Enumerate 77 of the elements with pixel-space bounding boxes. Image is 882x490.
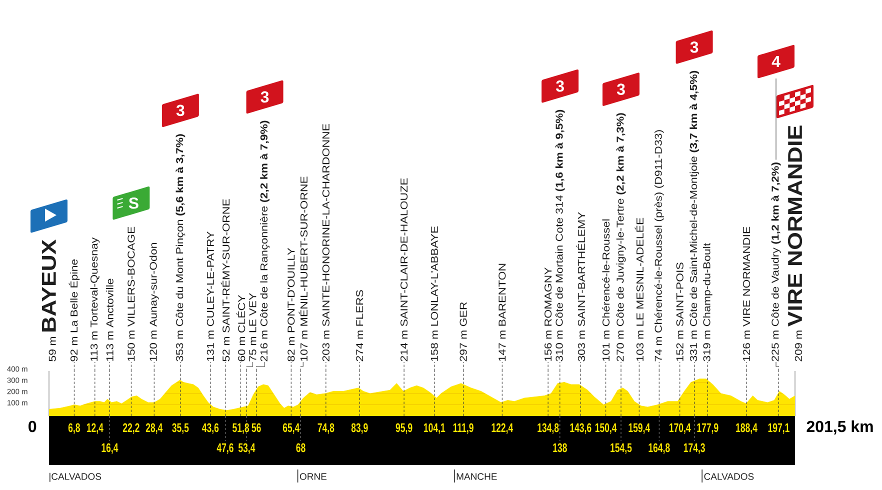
x-tick-label: 134,8 [538, 423, 559, 434]
x2-tick-label: 174,3 [684, 443, 705, 454]
text: 52 m SAINT-RÉMY-SUR-ORNE [220, 199, 230, 362]
text: 103 m LE MESNIL-ADELÉE [634, 218, 644, 361]
text: 150 m VILLERS-BOCAGE [128, 226, 135, 361]
text: 120 m Aunay-sur-Odon [149, 243, 159, 361]
text: 203 m SAINTE-HONORINE-LA-CHARDONNE [322, 124, 330, 362]
text: 3 [556, 80, 564, 92]
x-tick-label: 35,5 [172, 423, 189, 434]
x-tick-label: 197,1 [768, 423, 790, 434]
text: 60 m CLÉCY [236, 294, 246, 362]
text: 59 m BAYEUX [42, 239, 56, 362]
x2-tick-label: 164,8 [648, 443, 670, 454]
text: 4 [772, 56, 780, 68]
text: 3 [260, 91, 269, 103]
text: 158 m LONLAY-L'ABBAYE [430, 226, 438, 361]
x-tick-label: 150,4 [595, 423, 617, 434]
x-tick-label: 56 [252, 423, 261, 432]
x-tick-label: 177,9 [697, 423, 718, 434]
x-tick-label: 83,9 [351, 423, 368, 434]
x-tick-label: 28,4 [146, 423, 163, 434]
x2-tick-label: 68 [296, 443, 306, 452]
x2-tick-label: 47,6 [216, 443, 234, 454]
x-tick-label: 188,4 [736, 423, 758, 434]
ref-line-label: ORNE [300, 473, 327, 480]
x-tick-label: 122,4 [492, 423, 514, 434]
text: 3 [616, 84, 625, 95]
x-tick-label: 74,8 [318, 423, 334, 434]
text: 216 m Côte de la Rançonnière (2,2 km à 7,9%) [260, 120, 270, 362]
text: 0 [28, 420, 36, 432]
text: 214 m SAINT-CLAIR-DE-HALOUZE [400, 178, 408, 362]
text: 131 m CULEY-LE-PATRY [206, 231, 214, 361]
x2-tick-label: 138 [553, 443, 567, 452]
x-tick-label: 143,6 [570, 423, 592, 434]
ref-line-label: MANCHE [456, 473, 497, 480]
text: 74 m Chérencé-le-Roussel (près) (D911-D33) [654, 130, 664, 362]
text: 82 m PONT-D'OUILLY [288, 248, 295, 362]
x-tick-label: 22,2 [122, 423, 140, 434]
x-tick-label: 159,4 [628, 423, 650, 434]
text: 156 m ROMAGNY [544, 267, 552, 361]
text: 101 m Chérencé-le-Roussel [602, 219, 610, 361]
text: S [128, 197, 138, 209]
text: 274 m FLERS [356, 290, 364, 362]
x2-tick-label: 53,4 [238, 443, 256, 454]
text: 147 m BARENTON [498, 264, 506, 361]
text: 303 m SAINT-BARTHÉLEMY [576, 212, 586, 362]
text: 331 m Côte de Saint-Michel-de-Montjoie (3,7 km à 4,5%) [690, 70, 700, 362]
text: 319 m Champ-du-Boult [702, 243, 712, 362]
text: 201,5 km [806, 420, 873, 434]
text: 75 m LE VEY [249, 293, 256, 362]
text: |CALVADOS [50, 472, 102, 482]
x-tick-label: 65,4 [282, 423, 300, 434]
text: 3 [690, 41, 698, 53]
x-tick-label: 170,4 [669, 423, 691, 434]
x-tick-label: 12,4 [86, 423, 104, 434]
text: 209 m VIRE NORMANDIE [788, 126, 802, 362]
text: 3 [176, 104, 184, 116]
text: 353 m Côte du Mont Pinçon (5,6 km à 3,7%) [176, 134, 186, 362]
text: 152 m SAINT-POIS [676, 262, 684, 361]
text: 297 m GER [460, 302, 467, 362]
x-tick-label: 43,6 [202, 423, 219, 434]
text: 92 m La Belle Épine [68, 259, 80, 362]
ref-line-label: CALVADOS [704, 473, 754, 480]
x-tick-label: 51,8 [232, 423, 250, 434]
text: 107 m MÉNIL-HUBERT-SUR-ORNE [298, 176, 308, 361]
x-tick-label: 6,8 [68, 423, 80, 434]
text: 126 m VIRE NORMANDIE [742, 226, 750, 361]
text: 270 m Côte de Juvigny-le-Tertre (2,2 km à 7,3%) [616, 113, 626, 362]
text: 310 m Côte de Mortain Cote 314 (1,6 km à 9,5%) [555, 110, 565, 362]
text: 113 m Anctoville [106, 278, 114, 361]
x2-tick-label: 154,5 [610, 443, 632, 454]
x-tick-label: 104,1 [424, 423, 446, 434]
text: 113 m Torteval-Quesnay [90, 237, 100, 361]
x2-tick-label: 16,4 [102, 443, 118, 454]
x-tick-label: 95,9 [396, 423, 412, 434]
x-tick-label: 111,9 [453, 423, 474, 434]
text: 225 m Côte de Vaudry (1,2 km à 7,2%) [771, 162, 781, 362]
